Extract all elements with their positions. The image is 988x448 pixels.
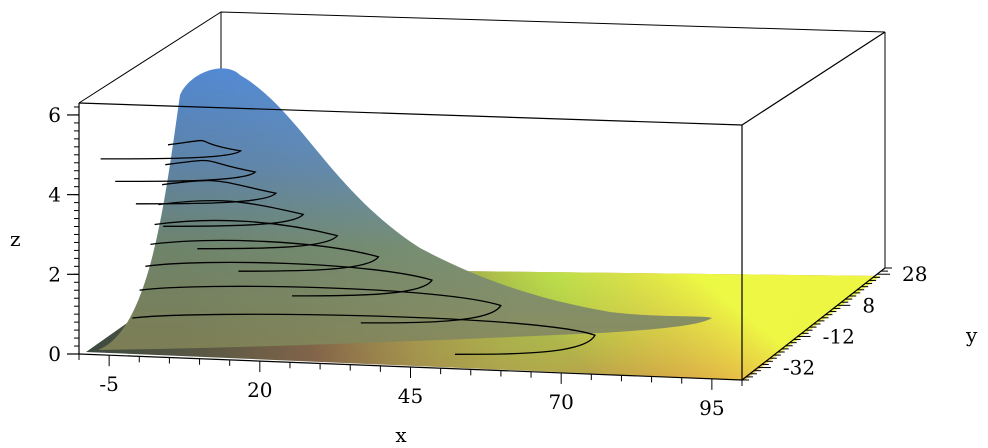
x-ticks [78,354,743,390]
y-tick-label: -12 [823,324,855,348]
y-tick-label: -32 [783,356,815,380]
y-axis: -32 -12 8 28 y [741,262,978,381]
contour-line [132,313,596,355]
contour-line [150,239,380,272]
x-tick-labels: -5 20 45 70 95 [99,372,724,420]
z-axis-title: z [10,227,21,251]
x-axis: -5 20 45 70 95 x [78,353,743,447]
z-axis: 0 2 4 6 z [10,103,80,366]
x-axis-title: x [395,423,407,447]
contour-line [139,285,502,324]
surface [86,68,880,380]
y-tick-label: 28 [902,262,927,286]
y-tick-labels: -32 -12 8 28 [783,262,928,379]
contour-line [115,159,257,183]
y-axis-title: y [965,323,978,347]
x-tick-label: -5 [99,372,118,396]
z-major-ticks: 0 2 4 6 [48,103,79,366]
y-ticks [742,267,892,381]
y-tick-label: 8 [862,293,875,317]
surface-peak-shade [98,68,712,350]
x-tick-label: 70 [548,390,573,414]
contour-line [100,139,243,160]
contour-line [154,219,339,250]
x-tick-label: 45 [398,384,423,408]
z-tick-label: 6 [48,103,61,127]
z-tick-label: 0 [48,342,61,366]
contour-lines [100,139,596,355]
z-tick-label: 2 [48,262,61,286]
bounding-box-front [78,31,886,380]
z-tick-label: 4 [48,183,61,207]
z-minor-ticks [74,106,79,355]
contour-line [145,261,434,297]
x-tick-label: 95 [699,396,724,420]
x-tick-label: 20 [247,378,272,402]
contour-line [158,199,305,227]
